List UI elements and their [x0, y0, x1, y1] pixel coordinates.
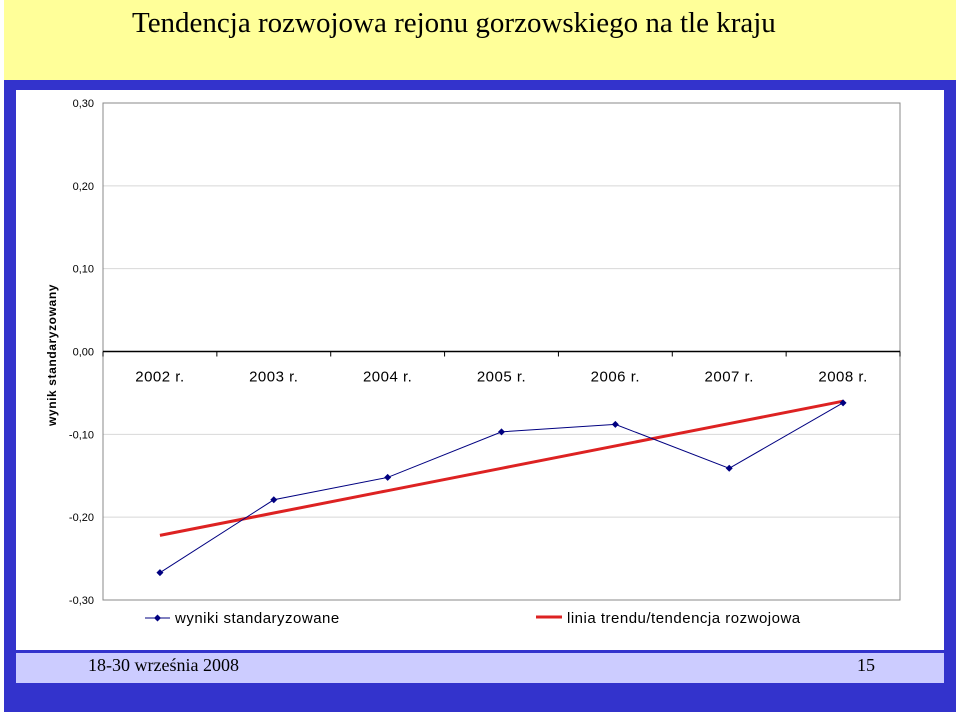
y-tick-label: -0,20	[69, 512, 94, 524]
title-bar	[4, 0, 956, 80]
trend-line	[159, 399, 844, 537]
x-tick-label: 2007 r.	[705, 369, 754, 386]
legend: wyniki standaryzowane linia trendu/tende…	[145, 610, 801, 627]
y-tick-label: -0,30	[69, 595, 94, 607]
footer-date: 18-30 września 2008	[88, 655, 239, 675]
x-tick-label: 2006 r.	[591, 369, 640, 386]
legend-series-marker	[154, 614, 161, 622]
data-point-marker	[839, 399, 847, 407]
series-line	[159, 402, 844, 574]
legend-trend-label: linia trendu/tendencja rozwojowa	[567, 610, 801, 627]
x-tick-label: 2004 r.	[363, 369, 412, 386]
y-tick-label: 0,30	[73, 98, 94, 110]
data-point-marker	[270, 496, 278, 504]
data-point-marker	[384, 473, 392, 481]
chart-panel	[16, 90, 944, 650]
page-number: 15	[857, 655, 875, 675]
legend-series-label: wyniki standaryzowane	[174, 610, 340, 627]
x-tick-label: 2002 r.	[135, 369, 184, 386]
x-tick-label: 2008 r.	[818, 369, 867, 386]
trend-layer	[159, 399, 844, 537]
y-tick-label: 0,20	[73, 181, 94, 193]
data-point-marker	[156, 569, 164, 577]
series-layer	[156, 399, 847, 577]
data-point-marker	[498, 428, 505, 436]
footer-bar	[16, 653, 944, 683]
slide-title: Tendencja rozwojowa rejonu gorzowskiego …	[132, 7, 776, 39]
y-tick-label: 0,00	[73, 347, 94, 359]
y-axis-label: wynik standaryzowany	[45, 284, 59, 427]
data-point-marker	[611, 420, 619, 428]
x-tick-label: 2005 r.	[477, 369, 526, 386]
y-tick-label: 0,10	[73, 264, 94, 276]
y-tick-label: -0,10	[69, 429, 94, 441]
x-tick-label: 2003 r.	[249, 369, 298, 386]
data-point-marker	[725, 464, 733, 472]
axis-layer: 0,30 0,20 0,10 0,00 -0,10 -0,20 -0,30 2002 r. 20…	[69, 98, 901, 607]
